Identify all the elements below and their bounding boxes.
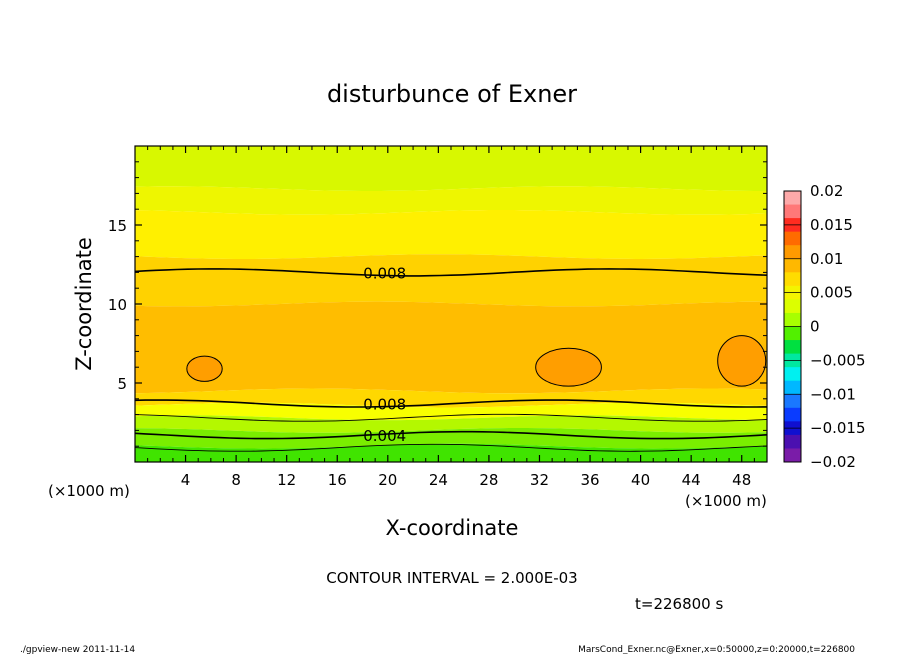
x-tick-label: 16 xyxy=(328,471,347,489)
colorbar-label: 0.01 xyxy=(810,250,843,268)
footer-left: ./gpview-new 2011-11-14 xyxy=(20,645,135,654)
colorbar-swatch xyxy=(784,204,801,219)
y-tick-label: 15 xyxy=(108,217,127,235)
maximum-contour-3 xyxy=(717,335,767,387)
x-tick-label: 24 xyxy=(429,471,448,489)
time-label: t=226800 s xyxy=(635,595,723,613)
x-tick-label: 40 xyxy=(631,471,650,489)
colorbar-swatch xyxy=(784,340,801,355)
contour-line-layer xyxy=(135,268,767,452)
colorbar-swatch xyxy=(784,299,801,314)
contour-label-1: 0.008 xyxy=(363,264,406,282)
contour-line-0-004 xyxy=(135,430,767,440)
band-low3 xyxy=(135,428,767,449)
colorbar-swatch xyxy=(784,394,801,409)
x-tick-label: 48 xyxy=(732,471,751,489)
contour-line-0-008-upper xyxy=(135,268,767,277)
colorbar-label: 0.02 xyxy=(810,182,843,200)
colorbar-swatch xyxy=(784,231,801,246)
band-mid-upper xyxy=(135,210,767,259)
colorbar: 0.02 0.015 0.01 0.005 0 −0.005 −0.01 −0.015 −0.0… xyxy=(783,182,866,471)
x-tick-label: 4 xyxy=(181,471,191,489)
x-tick-label: 12 xyxy=(277,471,296,489)
x-unit-left: (×1000 m) xyxy=(48,482,130,500)
band-low1 xyxy=(135,402,767,421)
colorbar-label: −0.015 xyxy=(810,419,866,437)
x-axis: 4 8 12 16 20 24 28 32 36 40 44 48 xyxy=(147,146,755,489)
x-tick-label: 44 xyxy=(682,471,701,489)
maximum-contour-1 xyxy=(186,355,223,382)
colorbar-swatch xyxy=(784,448,801,463)
x-unit-right: (×1000 m) xyxy=(685,492,767,510)
colorbar-swatch xyxy=(784,191,801,206)
colorbar-label: 0.015 xyxy=(810,216,853,234)
colorbar-swatch xyxy=(784,434,801,449)
y-axis: 5 10 15 xyxy=(108,161,767,447)
contour-line-0-008-lower xyxy=(135,399,767,408)
x-tick-label: 20 xyxy=(378,471,397,489)
contour-label-2: 0.008 xyxy=(363,396,406,414)
contour-line-0-006 xyxy=(135,413,767,422)
x-tick-label: 8 xyxy=(231,471,241,489)
colorbar-swatch xyxy=(784,380,801,395)
contour-fill-layer xyxy=(135,146,767,462)
band-mid xyxy=(135,254,767,307)
y-tick-label: 10 xyxy=(108,296,127,314)
colorbar-swatch xyxy=(784,258,801,273)
colorbar-swatch xyxy=(784,312,801,327)
y-tick-label: 5 xyxy=(117,375,127,393)
colorbar-swatch xyxy=(784,367,801,382)
x-axis-label: X-coordinate xyxy=(386,516,519,540)
band-top xyxy=(135,146,767,191)
colorbar-swatch xyxy=(784,407,801,422)
colorbar-label: 0 xyxy=(810,318,820,336)
contour-label-layer: 0.008 0.008 0.004 xyxy=(363,264,406,445)
band-bottom xyxy=(135,443,767,462)
colorbar-label: −0.02 xyxy=(810,453,856,471)
band-lower xyxy=(135,388,767,408)
colorbar-label: 0.005 xyxy=(810,284,853,302)
contour-label-3: 0.004 xyxy=(363,427,406,445)
colorbar-swatch xyxy=(784,272,801,287)
x-tick-label: 32 xyxy=(530,471,549,489)
band-low2 xyxy=(135,415,767,433)
colorbar-swatch xyxy=(784,326,801,341)
contour-interval-text: CONTOUR INTERVAL = 2.000E-03 xyxy=(326,569,577,587)
band-core xyxy=(135,301,767,394)
y-axis-label: Z-coordinate xyxy=(72,237,96,371)
chart-title: disturbunce of Exner xyxy=(327,80,577,108)
maximum-contour-2 xyxy=(535,347,602,387)
x-tick-label: 36 xyxy=(580,471,599,489)
contour-line-0-002 xyxy=(135,443,767,452)
band-upper xyxy=(135,186,767,215)
colorbar-label: −0.01 xyxy=(810,385,856,403)
colorbar-label: −0.005 xyxy=(810,351,866,369)
x-tick-label: 28 xyxy=(479,471,498,489)
footer-right: MarsCond_Exner.nc@Exner,x=0:50000,z=0:20… xyxy=(578,645,855,654)
colorbar-swatch xyxy=(784,245,801,260)
